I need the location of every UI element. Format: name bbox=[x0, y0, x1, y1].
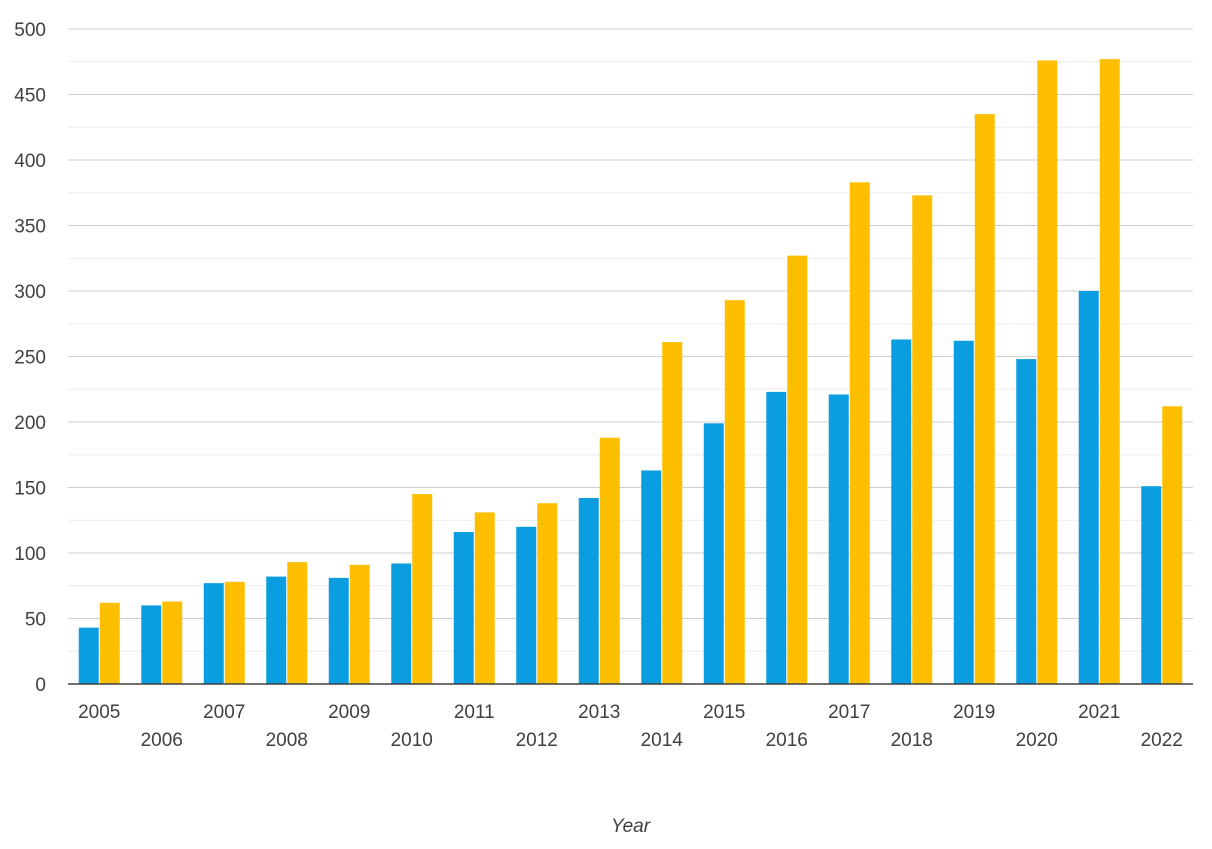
bar-series-1-2019 bbox=[953, 340, 974, 684]
x-tick-label: 2011 bbox=[454, 702, 495, 723]
bar-series-2-2011 bbox=[474, 512, 495, 684]
bar-series-1-2022 bbox=[1141, 486, 1162, 684]
bar-series-2-2013 bbox=[599, 437, 620, 684]
x-tick-label: 2013 bbox=[578, 702, 620, 723]
bar-series-1-2013 bbox=[578, 497, 599, 684]
y-tick-label: 100 bbox=[14, 544, 46, 565]
bar-series-1-2015 bbox=[703, 423, 724, 684]
x-tick-label: 2009 bbox=[328, 702, 370, 723]
gridlines bbox=[68, 28, 1193, 652]
x-tick-label: 2018 bbox=[891, 730, 933, 751]
bar-series-2-2010 bbox=[412, 494, 433, 684]
y-tick-label: 500 bbox=[14, 20, 46, 41]
bar-series-2-2016 bbox=[787, 255, 808, 684]
bar-series-1-2006 bbox=[141, 605, 162, 684]
bar-series-1-2009 bbox=[328, 577, 349, 684]
y-tick-label: 150 bbox=[14, 479, 46, 500]
x-tick-label: 2010 bbox=[391, 730, 433, 751]
bar-series-2-2012 bbox=[537, 503, 558, 684]
bar-series-2-2008 bbox=[287, 562, 308, 684]
y-tick-label: 450 bbox=[14, 86, 46, 107]
x-tick-label: 2007 bbox=[203, 702, 245, 723]
bar-series-1-2021 bbox=[1078, 291, 1099, 684]
bar-series-2-2022 bbox=[1162, 406, 1183, 684]
y-tick-label: 250 bbox=[14, 348, 46, 369]
y-tick-label: 50 bbox=[25, 610, 46, 631]
x-tick-label: 2020 bbox=[1016, 730, 1058, 751]
bar-series-1-2016 bbox=[766, 391, 787, 684]
x-tick-label: 2012 bbox=[516, 730, 558, 751]
bar-series-1-2012 bbox=[516, 526, 537, 684]
x-tick-label: 2005 bbox=[78, 702, 120, 723]
bar-series-2-2009 bbox=[349, 564, 370, 684]
x-tick-label: 2017 bbox=[828, 702, 870, 723]
x-tick-label: 2016 bbox=[766, 730, 808, 751]
bar-series-1-2005 bbox=[78, 627, 99, 684]
y-tick-label: 300 bbox=[14, 282, 46, 303]
y-axis-ticks: 0 50 100 150 200 250 300 350 400 450 500 bbox=[14, 20, 46, 696]
y-tick-label: 350 bbox=[14, 217, 46, 238]
bars bbox=[78, 59, 1183, 684]
x-tick-label: 2019 bbox=[953, 702, 995, 723]
bar-series-1-2011 bbox=[453, 532, 474, 684]
x-tick-label: 2021 bbox=[1078, 702, 1120, 723]
bar-series-2-2015 bbox=[724, 300, 745, 684]
bar-series-1-2014 bbox=[641, 470, 662, 684]
bar-series-2-2018 bbox=[912, 195, 933, 684]
bar-series-2-2021 bbox=[1099, 59, 1120, 684]
y-tick-label: 200 bbox=[14, 413, 46, 434]
bar-series-1-2008 bbox=[266, 576, 287, 684]
bar-series-1-2007 bbox=[203, 583, 224, 684]
x-tick-label: 2014 bbox=[641, 730, 684, 751]
y-tick-label: 0 bbox=[35, 675, 46, 696]
x-axis-title: Year bbox=[611, 816, 651, 837]
bar-series-2-2014 bbox=[662, 342, 683, 684]
x-tick-label: 2006 bbox=[141, 730, 183, 751]
x-tick-label: 2015 bbox=[703, 702, 745, 723]
bar-series-2-2017 bbox=[849, 182, 870, 684]
bar-series-1-2017 bbox=[828, 394, 849, 684]
bar-series-2-2005 bbox=[99, 602, 120, 684]
bar-series-2-2007 bbox=[224, 581, 245, 684]
x-axis-ticks: 2005 2006 2007 2008 2009 2010 2011 2012 2013 2014… bbox=[78, 702, 1183, 751]
bar-series-2-2006 bbox=[162, 601, 183, 684]
bar-series-2-2020 bbox=[1037, 60, 1058, 684]
x-tick-label: 2022 bbox=[1141, 730, 1183, 751]
bar-series-1-2020 bbox=[1016, 359, 1037, 684]
bar-series-1-2018 bbox=[891, 339, 912, 684]
x-tick-label: 2008 bbox=[266, 730, 308, 751]
y-tick-label: 400 bbox=[14, 151, 46, 172]
bar-series-1-2010 bbox=[391, 563, 412, 684]
bar-series-2-2019 bbox=[974, 114, 995, 684]
